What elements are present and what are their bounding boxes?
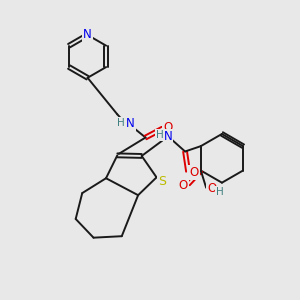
Text: H: H	[156, 130, 164, 140]
Text: O: O	[189, 167, 199, 179]
Text: O: O	[178, 179, 188, 192]
Text: O: O	[163, 121, 172, 134]
Text: N: N	[83, 28, 92, 41]
Text: O: O	[207, 182, 216, 195]
Text: N: N	[126, 117, 135, 130]
Text: S: S	[158, 175, 166, 188]
Text: H: H	[216, 187, 224, 197]
Text: N: N	[164, 130, 172, 143]
Text: H: H	[117, 118, 124, 128]
